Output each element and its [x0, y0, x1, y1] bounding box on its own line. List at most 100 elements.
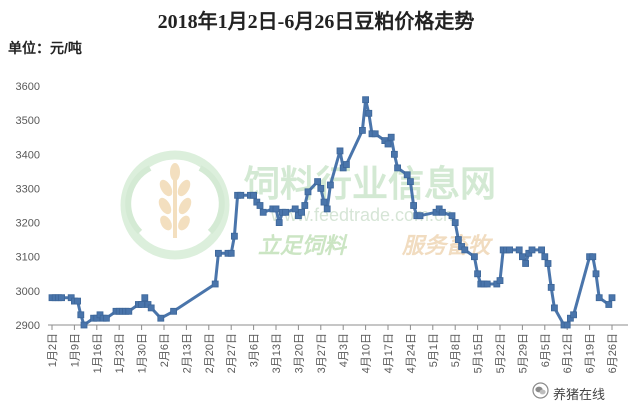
data-point	[589, 253, 597, 261]
data-point	[448, 212, 456, 220]
data-point	[461, 246, 469, 254]
data-point	[272, 205, 280, 213]
watermark-url: www.feedtrade.com.cn	[270, 205, 453, 225]
unit-label: 单位：元/吨	[8, 40, 82, 56]
data-point	[551, 304, 558, 312]
plot-series	[48, 96, 616, 329]
data-point	[483, 280, 491, 288]
y-tick-label: 3200	[16, 218, 40, 230]
data-point	[563, 321, 571, 329]
data-point	[138, 301, 146, 308]
data-point	[403, 171, 411, 179]
x-tick-label: 4月24日	[405, 333, 417, 373]
x-tick-label: 5月15日	[473, 333, 485, 373]
y-tick-label: 3600	[16, 81, 40, 93]
x-tick-label: 3月20日	[293, 333, 305, 373]
data-point	[595, 294, 603, 302]
data-point	[304, 188, 312, 196]
x-axis: 1月2日 1月9日 1月16日 1月23日 1月30日 2月6日 2月13日 2月20日 2月2…	[47, 325, 619, 373]
x-tick-label: 5月1日	[428, 333, 440, 367]
data-point	[317, 184, 325, 192]
data-point	[362, 96, 370, 104]
data-point	[416, 212, 424, 220]
x-tick-label: 2月27日	[226, 333, 238, 373]
watermark: 饲料行业信息网 www.feedtrade.com.cn 立足饲料 服务畜牧	[120, 150, 496, 260]
x-tick-label: 2月6日	[159, 333, 171, 367]
x-tick-label: 2月20日	[204, 333, 216, 373]
data-point	[147, 304, 155, 312]
x-tick-label: 5月8日	[450, 333, 462, 367]
x-tick-label: 5月29日	[517, 333, 529, 373]
data-point	[506, 246, 514, 254]
data-point	[605, 301, 613, 308]
data-point	[326, 181, 334, 189]
chart-title: 2018年1月2日-6月26日豆粕价格走势	[157, 11, 475, 33]
data-point	[451, 219, 459, 227]
data-point	[214, 249, 222, 257]
data-point	[470, 253, 478, 261]
y-axis: 3600 3500 3400 3300 3200 3100 3000 2900	[16, 81, 40, 332]
x-tick-label: 1月9日	[69, 333, 81, 367]
y-tick-label: 3300	[16, 183, 40, 195]
data-point	[592, 270, 600, 278]
brand-name: 养猪在线	[553, 386, 606, 402]
data-point	[80, 321, 88, 329]
data-point	[570, 311, 577, 319]
data-point	[522, 260, 529, 267]
data-point	[74, 297, 81, 305]
data-point	[323, 205, 331, 213]
data-point	[474, 270, 482, 278]
watermark-slogan-right: 服务畜牧	[401, 233, 494, 258]
data-point	[211, 280, 219, 288]
data-point	[275, 219, 283, 227]
feedtrade-logo-icon	[120, 150, 230, 260]
data-point	[406, 178, 414, 186]
x-tick-label: 3月6日	[249, 333, 261, 367]
watermark-slogan-left: 立足饲料	[258, 233, 348, 258]
x-tick-label: 2月13日	[181, 333, 193, 373]
x-tick-label: 1月23日	[114, 333, 126, 373]
x-tick-label: 3月27日	[316, 333, 328, 373]
data-point	[519, 253, 526, 261]
data-point	[336, 147, 344, 155]
data-point	[125, 307, 133, 315]
data-point	[301, 202, 309, 209]
data-point	[544, 260, 552, 267]
x-tick-label: 4月10日	[361, 333, 373, 373]
data-point	[259, 208, 267, 216]
y-tick-label: 2900	[16, 320, 40, 332]
data-point	[541, 253, 549, 261]
data-point	[608, 294, 616, 302]
data-point	[141, 294, 149, 302]
data-point	[157, 314, 165, 322]
data-point	[371, 130, 379, 138]
y-tick-label: 3400	[16, 149, 40, 161]
data-point	[538, 246, 545, 254]
x-tick-label: 1月16日	[92, 333, 104, 373]
data-point	[170, 307, 178, 315]
data-point	[528, 246, 536, 254]
data-point	[438, 208, 446, 216]
data-point	[358, 127, 366, 134]
data-point	[291, 205, 299, 213]
y-tick-label: 3000	[16, 286, 40, 298]
data-point	[230, 232, 238, 240]
data-point	[387, 133, 395, 141]
data-point	[515, 246, 523, 254]
watermark-site-name: 饲料行业信息网	[244, 163, 496, 204]
y-tick-label: 3100	[16, 252, 40, 264]
x-tick-label: 6月12日	[562, 333, 574, 373]
x-tick-label: 4月17日	[383, 333, 395, 373]
x-tick-label: 1月2日	[47, 333, 59, 367]
x-tick-label: 5月22日	[495, 333, 507, 373]
data-point	[77, 311, 85, 319]
y-tick-label: 3500	[16, 115, 40, 127]
data-point	[365, 109, 373, 117]
data-point	[390, 150, 398, 158]
data-point	[237, 191, 245, 199]
data-point	[256, 202, 264, 209]
data-point	[410, 202, 418, 209]
data-point	[454, 236, 462, 244]
